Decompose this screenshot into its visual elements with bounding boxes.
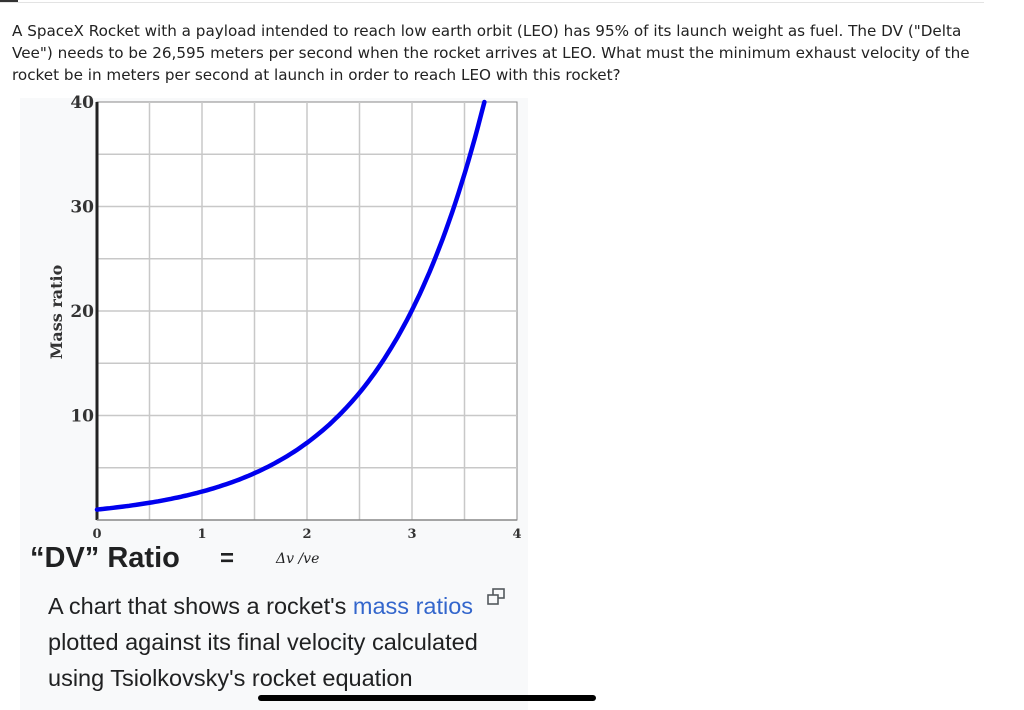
figure-caption: A chart that shows a rocket's mass ratio… <box>48 588 498 696</box>
mass-ratio-chart: 10 20 30 40 0 1 2 3 4 Mass ratio <box>47 93 522 542</box>
y-axis-label: Mass ratio <box>47 264 66 359</box>
caption-text-post: plotted against its final velocity calcu… <box>48 629 478 691</box>
x-tick-label: 2 <box>302 527 311 542</box>
chart-axes <box>95 102 517 521</box>
y-tick-label: 10 <box>70 407 94 427</box>
top-accent-bar <box>0 0 18 3</box>
x-tick-label: 4 <box>512 527 521 542</box>
x-tick-label: 0 <box>92 527 101 542</box>
enlarge-icon[interactable] <box>484 586 510 608</box>
x-tick-label: 1 <box>197 527 206 542</box>
mass-ratio-curve <box>94 99 487 512</box>
x-tick-label: 3 <box>407 527 416 542</box>
x-tick-labels: 0 1 2 3 4 <box>92 527 521 542</box>
formula-expression: Δv /ve <box>276 551 320 567</box>
home-indicator <box>258 695 596 701</box>
caption-clip: A chart that shows a rocket's mass ratio… <box>40 588 510 710</box>
question-text: A SpaceX Rocket with a payload intended … <box>12 22 970 84</box>
formula-label: “DV” Ratio <box>30 542 180 574</box>
mass-ratios-link[interactable]: mass ratios <box>352 593 474 619</box>
caption-text-pre: A chart that shows a rocket's <box>48 593 353 619</box>
y-tick-label: 40 <box>70 93 94 113</box>
formula-equals: = <box>220 545 235 572</box>
chart-grid <box>97 102 517 520</box>
y-tick-label: 30 <box>70 198 94 218</box>
y-tick-labels: 10 20 30 40 <box>70 93 94 427</box>
y-tick-label: 20 <box>70 302 94 322</box>
top-divider <box>0 2 984 3</box>
